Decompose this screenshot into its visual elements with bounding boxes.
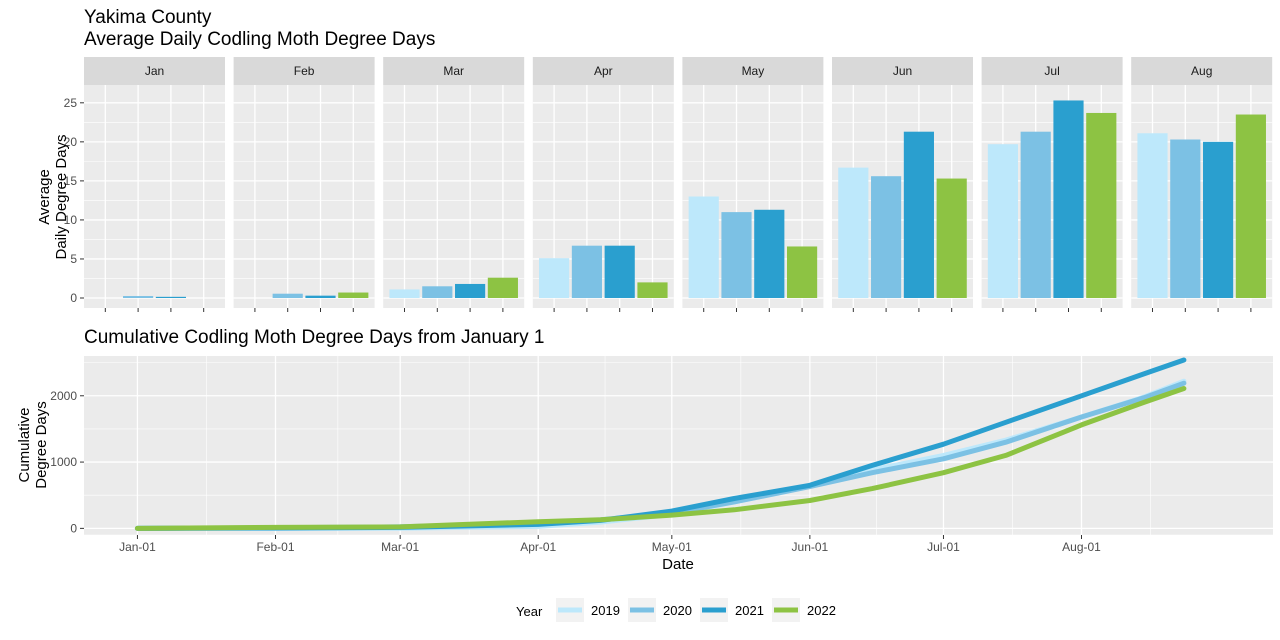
bar-feb-2021	[305, 295, 336, 298]
facet-strip-feb	[233, 57, 375, 85]
chart-title: Yakima County	[84, 7, 212, 28]
bar-jul-2022	[1086, 112, 1117, 298]
bar-may-2019	[688, 196, 719, 298]
bar-y-axis-title: AverageDaily Degree Days	[36, 134, 70, 259]
legend-label-2021: 2021	[735, 603, 764, 618]
bar-jun-2022	[936, 178, 967, 298]
y-tick-label: 2000	[50, 389, 77, 403]
bar-jan-2021	[155, 296, 186, 298]
y-tick-label: 0	[70, 291, 77, 305]
bar-jan-2020	[123, 296, 154, 298]
line-panel: 0 1000 2000 Jan-01 Feb-01 Mar-01 Apr-01 May-01 J…	[16, 356, 1273, 554]
bar-feb-2022	[338, 292, 369, 298]
facet-strip-aug	[1131, 57, 1273, 85]
y-tick-label: 15	[64, 174, 78, 188]
bar-mar-2022	[487, 277, 518, 298]
bar-apr-2020	[571, 245, 602, 298]
facet-label-feb: Feb	[294, 64, 315, 78]
facet-label-aug: Aug	[1191, 64, 1212, 78]
bar-jul-2020	[1020, 131, 1051, 298]
facet-strip-may	[682, 57, 824, 85]
bar-mar-2019	[389, 289, 420, 298]
x-axis-title: Date	[662, 556, 694, 573]
bar-jun-2021	[903, 131, 934, 298]
y-tick-label: 0	[70, 521, 77, 535]
legend-label-2022: 2022	[807, 603, 836, 618]
y-tick-label: 5	[70, 252, 77, 266]
facet-label-may: May	[742, 64, 765, 78]
bar-jul-2019	[987, 144, 1018, 298]
facet-label-apr: Apr	[594, 64, 613, 78]
bar-aug-2019	[1137, 133, 1168, 298]
line-y-axis-title: CumulativeDegree Days	[16, 401, 50, 489]
x-tick-label: Apr-01	[520, 540, 556, 554]
facet-strip-jun	[832, 57, 973, 85]
x-tick-label: Feb-01	[256, 540, 294, 554]
bar-jun-2020	[871, 176, 902, 298]
bar-may-2022	[787, 246, 818, 298]
bar-mar-2020	[422, 286, 453, 298]
x-tick-label: Mar-01	[381, 540, 419, 554]
y-tick-label: 10	[64, 213, 78, 227]
x-tick-label: May-01	[652, 540, 692, 554]
bar-mar-2021	[455, 283, 486, 298]
bar-facets: Jan Feb Mar Apr May Jun Jul Aug 0 5 10 15 20 25 Averag…	[36, 57, 1273, 312]
bar-feb-2020	[272, 293, 303, 298]
bar-apr-2019	[539, 258, 570, 298]
y-tick-label: 1000	[50, 455, 77, 469]
legend-label-2019: 2019	[591, 603, 620, 618]
bar-jul-2021	[1053, 100, 1084, 298]
line-chart-title: Cumulative Codling Moth Degree Days from…	[84, 327, 544, 348]
legend-title: Year	[516, 604, 543, 619]
facet-strip-jan	[84, 57, 225, 85]
x-tick-label: Jul-01	[927, 540, 960, 554]
y-tick-label: 20	[64, 135, 78, 149]
x-tick-label: Jan-01	[119, 540, 156, 554]
bar-jun-2019	[838, 167, 869, 298]
facet-label-jul: Jul	[1044, 64, 1059, 78]
x-tick-label: Jun-01	[792, 540, 829, 554]
bar-may-2020	[721, 212, 752, 298]
line-panel-bg	[84, 356, 1273, 535]
bar-aug-2020	[1170, 139, 1201, 298]
bar-apr-2022	[637, 282, 668, 298]
chart-subtitle: Average Daily Codling Moth Degree Days	[84, 29, 435, 50]
x-tick-label: Aug-01	[1062, 540, 1101, 554]
facet-strip-mar	[383, 57, 525, 85]
bar-aug-2022	[1235, 114, 1266, 299]
legend-label-2020: 2020	[663, 603, 692, 618]
facet-label-jun: Jun	[893, 64, 912, 78]
facet-label-mar: Mar	[443, 64, 464, 78]
facet-strip-apr	[532, 57, 674, 85]
legend: Year 2019 2020 2021 2022	[516, 598, 836, 622]
bar-apr-2021	[604, 245, 635, 298]
facet-label-jan: Jan	[145, 64, 164, 78]
y-tick-label: 25	[64, 96, 78, 110]
bar-may-2021	[754, 209, 785, 298]
series-line-2022	[134, 386, 1187, 531]
facet-strip-jul	[981, 57, 1123, 85]
bar-aug-2021	[1203, 141, 1234, 298]
